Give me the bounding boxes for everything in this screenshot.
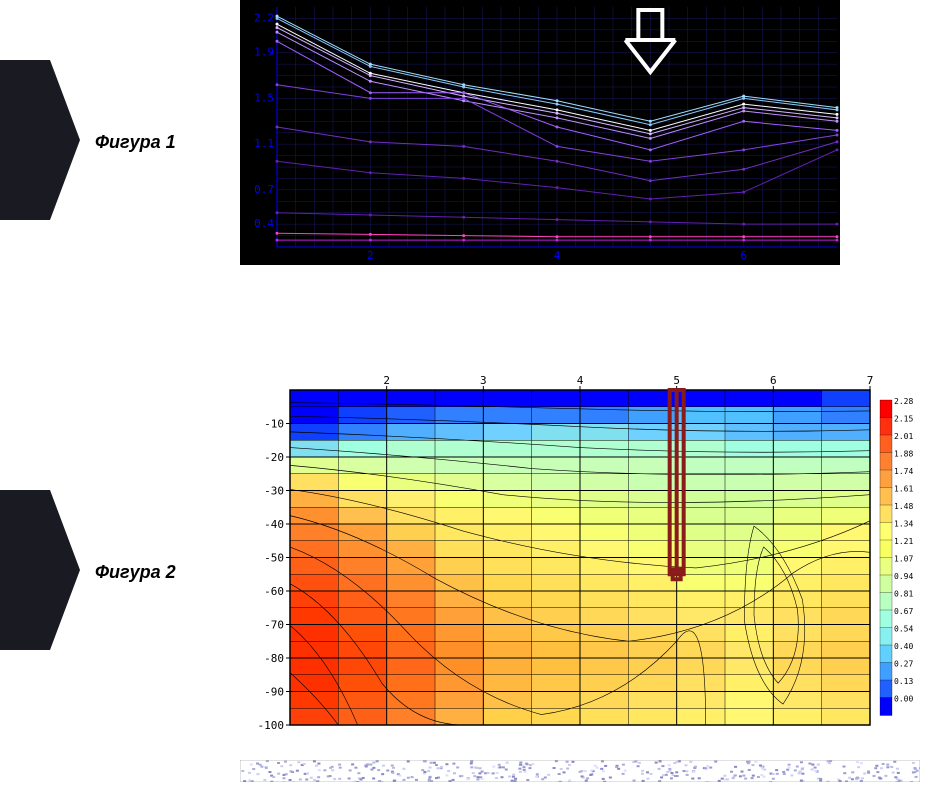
- svg-text:-40: -40: [264, 518, 284, 531]
- svg-text:6: 6: [770, 374, 777, 387]
- figure2-chart: 2 3 4 5 6 7 -10 -20 -30 -40 -50 -60 -70 -80 -90 -100 2.…: [240, 370, 920, 730]
- pointer-shape-1: [0, 60, 80, 220]
- svg-text:1.48: 1.48: [894, 502, 913, 511]
- svg-text:4: 4: [577, 374, 584, 387]
- svg-text:1.1: 1.1: [254, 137, 274, 150]
- svg-text:-30: -30: [264, 485, 284, 498]
- svg-text:0.4: 0.4: [254, 217, 274, 230]
- svg-text:0.94: 0.94: [894, 572, 913, 581]
- svg-text:0.7: 0.7: [254, 183, 274, 196]
- svg-text:7: 7: [867, 374, 874, 387]
- svg-text:1.9: 1.9: [254, 46, 274, 59]
- svg-text:6: 6: [740, 249, 747, 262]
- svg-text:2.28: 2.28: [894, 397, 913, 406]
- svg-text:2.15: 2.15: [894, 415, 913, 424]
- svg-text:0.13: 0.13: [894, 677, 913, 686]
- svg-text:-60: -60: [264, 585, 284, 598]
- svg-text:2: 2: [367, 249, 374, 262]
- svg-text:3: 3: [480, 374, 487, 387]
- svg-text:1.07: 1.07: [894, 555, 913, 564]
- svg-text:0.40: 0.40: [894, 642, 913, 651]
- svg-text:2: 2: [383, 374, 390, 387]
- svg-text:-90: -90: [264, 686, 284, 699]
- svg-text:0.00: 0.00: [894, 695, 913, 704]
- svg-text:-10: -10: [264, 418, 284, 431]
- svg-text:1.74: 1.74: [894, 467, 913, 476]
- svg-text:0.54: 0.54: [894, 625, 913, 634]
- svg-text:1.61: 1.61: [894, 485, 913, 494]
- figure2-label: Фигура 2: [95, 562, 176, 583]
- svg-text:-70: -70: [264, 619, 284, 632]
- svg-text:1.34: 1.34: [894, 520, 913, 529]
- svg-text:4: 4: [554, 249, 561, 262]
- svg-text:2.2: 2.2: [254, 11, 274, 24]
- svg-text:5: 5: [673, 374, 680, 387]
- figure1-label: Фигура 1: [95, 132, 176, 153]
- pointer-shape-2: [0, 490, 80, 650]
- svg-text:-100: -100: [258, 719, 285, 730]
- svg-text:0.67: 0.67: [894, 607, 913, 616]
- svg-text:-50: -50: [264, 552, 284, 565]
- svg-text:1.5: 1.5: [254, 91, 274, 104]
- svg-text:0.81: 0.81: [894, 590, 913, 599]
- svg-text:-20: -20: [264, 451, 284, 464]
- svg-text:2.01: 2.01: [894, 432, 913, 441]
- noise-strip: [240, 760, 920, 782]
- figure1-chart: 0.4 0.7 1.1 1.5 1.9 2.2 2 4 6: [240, 0, 840, 265]
- svg-text:0.27: 0.27: [894, 660, 913, 669]
- svg-text:1.88: 1.88: [894, 450, 913, 459]
- svg-text:1.21: 1.21: [894, 537, 913, 546]
- svg-text:-80: -80: [264, 652, 284, 665]
